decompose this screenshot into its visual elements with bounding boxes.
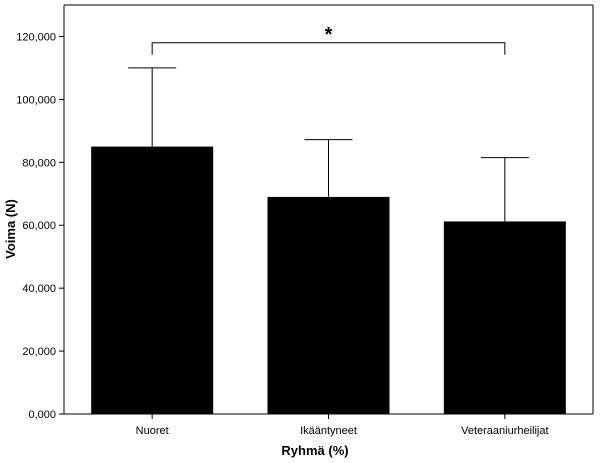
bar (443, 221, 566, 414)
y-tick-label: 120,000 (16, 31, 56, 43)
y-tick-label: 40,000 (22, 283, 56, 295)
y-tick-label: 100,000 (16, 94, 56, 106)
plot-area: 0,000 20,000 40,000 60,000 80,000 100,000 120,… (16, 4, 594, 437)
y-tick-label: 0,000 (28, 409, 56, 421)
x-tick-label: Nuoret (136, 425, 169, 437)
x-tick-label: Ikääntyneet (300, 425, 357, 437)
bar (267, 196, 390, 414)
bars (91, 146, 566, 415)
x-tick-label: Veteraaniurheilijat (461, 425, 548, 437)
y-axis-title: Voima (N) (3, 199, 18, 259)
x-axis-title: Ryhmä (%) (281, 443, 348, 458)
bar (91, 146, 214, 415)
y-tick-label: 20,000 (22, 346, 56, 358)
y-ticks: 0,000 20,000 40,000 60,000 80,000 100,000 120,… (16, 31, 64, 421)
significance-marker: * (325, 24, 333, 46)
y-tick-label: 60,000 (22, 220, 56, 232)
significance-bracket: * (151, 24, 506, 55)
significance-line (151, 42, 506, 55)
x-ticks: Nuoret Ikääntyneet Veteraaniurheilijat (136, 414, 549, 437)
y-tick-label: 80,000 (22, 157, 56, 169)
error-bars (128, 67, 529, 222)
